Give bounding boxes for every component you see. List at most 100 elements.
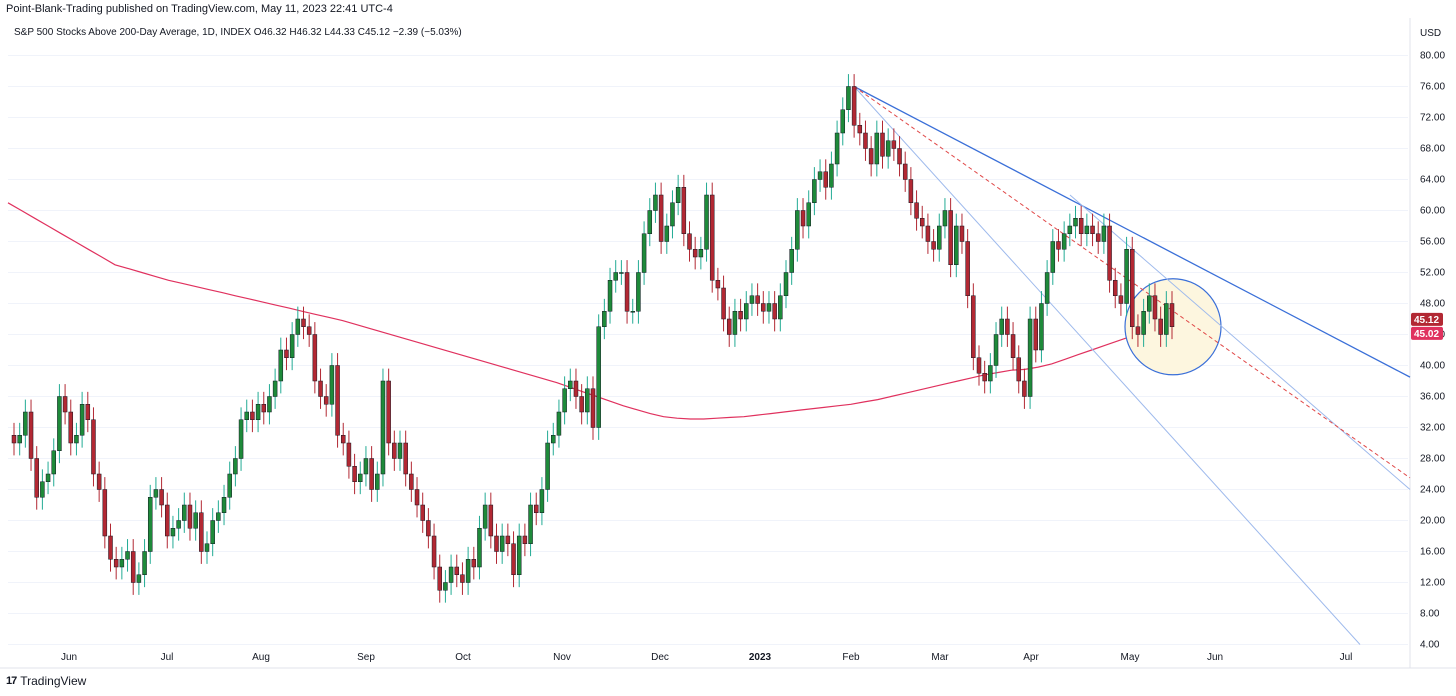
candle-body: [414, 489, 420, 506]
candle-body: [460, 574, 465, 583]
candle-body: [778, 295, 783, 320]
candle-body: [346, 442, 352, 467]
x-tick-label: Nov: [553, 652, 571, 663]
candle-body: [216, 512, 221, 521]
candle-body: [721, 287, 726, 320]
y-tick-label: 20.00: [1420, 516, 1445, 527]
candle-body: [863, 132, 868, 149]
y-tick-label: 64.00: [1420, 175, 1445, 186]
x-tick-label: Sep: [357, 652, 375, 663]
candle-body: [238, 419, 244, 459]
y-tick-label: 56.00: [1420, 237, 1445, 248]
candle-body: [834, 132, 840, 165]
candle-body: [806, 202, 811, 227]
candle-body: [295, 318, 301, 335]
ma-price-tag: [1411, 326, 1443, 340]
candle-body: [392, 442, 397, 459]
candle-body: [829, 163, 834, 188]
candle-body: [199, 512, 204, 552]
candle-body: [113, 559, 119, 568]
candle-body: [755, 295, 760, 304]
candle-body: [323, 396, 329, 405]
candle-body: [653, 194, 658, 211]
candle-body: [45, 473, 51, 482]
candle-body: [420, 504, 425, 521]
candle-body: [284, 349, 289, 358]
steep-trendline: [853, 86, 1361, 645]
legend-change: −2.39 (−5.03%): [392, 27, 462, 38]
candle-body: [318, 380, 323, 397]
candle-body: [976, 357, 982, 374]
candle-body: [556, 411, 562, 436]
candle-body: [761, 303, 766, 312]
legend-symbol[interactable]: S&P 500 Stocks Above 200-Day Average, 1D…: [14, 27, 251, 38]
candle-body: [136, 574, 142, 583]
y-tick-label: 80.00: [1420, 51, 1445, 62]
candle-body: [846, 86, 851, 110]
candle-body: [1067, 225, 1073, 234]
candle-body: [40, 481, 45, 498]
candle-body: [130, 551, 136, 583]
candle-body: [585, 388, 590, 413]
candle-body: [993, 334, 999, 366]
candle-body: [999, 318, 1004, 335]
price-axis[interactable]: USD 4.00 8.00 12.00 16.00 20.00 24.00 28.00 32.…: [1420, 28, 1445, 651]
candle-body: [931, 241, 936, 250]
candle-body: [204, 543, 210, 552]
candle-body: [971, 295, 976, 358]
time-axis[interactable]: Jun Jul Aug Sep Oct Nov Dec 2023 Feb Mar Apr May Jun…: [61, 652, 1352, 663]
candle-body: [312, 334, 318, 382]
y-tick-label: 16.00: [1420, 547, 1445, 558]
y-tick-label: 76.00: [1420, 82, 1445, 93]
footer: 17 TradingView: [6, 674, 86, 688]
candle-body: [613, 272, 618, 281]
candle-body: [880, 132, 885, 157]
ma-price-label: 45.02: [1414, 329, 1439, 340]
x-tick-label: Oct: [455, 652, 471, 663]
candle-body: [147, 497, 153, 552]
candle-body: [1022, 380, 1027, 397]
candle-body: [125, 551, 130, 560]
candle-body: [170, 528, 176, 537]
resistance-trendline: [853, 85, 1411, 378]
candle-body: [267, 396, 272, 413]
candle-body: [965, 241, 970, 296]
candle-body: [477, 528, 482, 568]
x-tick-label: May: [1121, 652, 1140, 663]
publish-info: Point-Blank-Trading published on Trading…: [6, 3, 393, 15]
candle-body: [306, 326, 312, 335]
candle-body: [1141, 311, 1146, 335]
candle-body: [91, 419, 96, 475]
candle-body: [772, 303, 777, 320]
y-tick-label: 40.00: [1420, 361, 1445, 372]
candle-body: [403, 442, 408, 475]
candle-body: [17, 435, 22, 444]
candle-body: [1039, 303, 1044, 351]
candle-body: [982, 373, 987, 382]
candle-body: [573, 380, 579, 397]
candle-body: [1124, 249, 1129, 304]
candle-body: [431, 535, 437, 568]
candle-body: [142, 551, 147, 575]
candle-body: [562, 388, 567, 413]
candle-body: [386, 380, 391, 444]
candle-body: [823, 171, 828, 188]
candle-body: [301, 318, 306, 327]
candle-body: [1078, 218, 1084, 234]
candle-body: [698, 249, 704, 258]
tradingview-brand: TradingView: [20, 674, 87, 688]
candle-body: [74, 435, 79, 444]
x-tick-label: Jul: [161, 652, 174, 663]
y-tick-label: 72.00: [1420, 113, 1445, 124]
candle-body: [551, 435, 556, 444]
candle-body: [272, 380, 278, 397]
x-tick-label: 2023: [749, 652, 772, 663]
candle-body: [1050, 241, 1056, 273]
x-tick-label: Apr: [1023, 652, 1039, 663]
ma-200-line-group: [7, 202, 1173, 420]
legend-low: L44.33: [324, 27, 355, 38]
candle-body: [670, 202, 675, 227]
candle-body: [539, 489, 545, 513]
candle-body: [397, 442, 403, 459]
